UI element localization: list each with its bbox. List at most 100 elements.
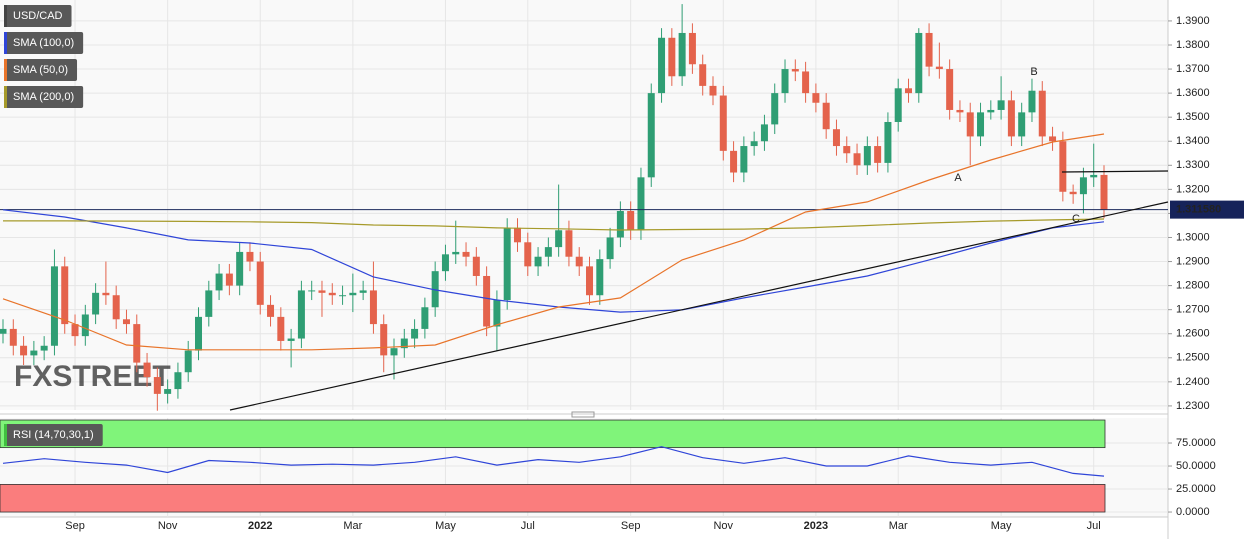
candle-body: [534, 256, 542, 267]
candle-body: [9, 328, 17, 346]
candle-body: [236, 251, 244, 286]
candle-body: [431, 271, 439, 308]
candle-body: [153, 377, 161, 394]
candle-body: [586, 266, 594, 296]
candle-body: [122, 319, 130, 325]
candle-body: [1018, 112, 1026, 137]
candle-body: [102, 292, 110, 296]
y-tick-label: 1.3600: [1176, 87, 1210, 99]
candle-body: [946, 69, 954, 110]
y-tick-label: 1.3300: [1176, 159, 1210, 171]
candle-body: [730, 150, 738, 173]
candle-body: [1007, 100, 1015, 137]
candle-body: [575, 256, 583, 267]
y-tick-label: 1.2900: [1176, 255, 1210, 267]
legend-swatch: [4, 32, 7, 54]
candle-body: [462, 251, 470, 257]
legend-item: USD/CAD: [4, 5, 72, 27]
candle-body: [658, 37, 666, 94]
legend-box: [4, 5, 72, 27]
legend-item: SMA (100,0): [4, 32, 84, 54]
legend-label: SMA (200,0): [13, 91, 74, 103]
candle-body: [565, 230, 573, 257]
candle-body: [699, 64, 707, 86]
candle-body: [184, 350, 192, 373]
x-tick-label: Mar: [889, 520, 908, 532]
candle-body: [688, 32, 696, 65]
candle-body: [1069, 191, 1077, 195]
y-tick-label: 0.0000: [1176, 506, 1210, 518]
y-tick-label: 1.2300: [1176, 400, 1210, 412]
candle-body: [977, 112, 985, 137]
legend-item: RSI (14,70,30,1): [4, 424, 103, 446]
candle-body: [318, 290, 326, 293]
y-tick-label: 1.3400: [1176, 135, 1210, 147]
candle-body: [174, 372, 182, 390]
candle-body: [647, 93, 655, 178]
candle-body: [544, 247, 552, 257]
candle-body: [596, 259, 604, 296]
legend-swatch: [4, 59, 7, 81]
candle-body: [513, 227, 521, 243]
candle-body: [987, 109, 995, 113]
legend-label: SMA (100,0): [13, 37, 74, 49]
candle-body: [472, 256, 480, 276]
candle-body: [328, 292, 336, 296]
candle-body: [441, 254, 449, 272]
trendline: [229, 201, 1169, 411]
candle-body: [256, 261, 264, 305]
candle-body: [524, 242, 532, 267]
price-panel: [0, 0, 1168, 410]
y-tick-label: 1.3500: [1176, 111, 1210, 123]
candle-body: [369, 290, 377, 325]
candle-body: [781, 69, 789, 94]
y-tick-label: 1.2600: [1176, 328, 1210, 340]
candle-body: [966, 112, 974, 137]
indicator-line: [3, 218, 1105, 231]
candle-body: [277, 316, 285, 341]
candle-body: [308, 290, 316, 292]
candle-body: [791, 69, 799, 72]
candle-body: [380, 324, 388, 356]
candle-body: [719, 95, 727, 151]
x-tick-label: Nov: [158, 520, 178, 532]
candle-body: [92, 292, 100, 315]
candle-body: [421, 307, 429, 329]
legend-item: SMA (200,0): [4, 86, 84, 108]
candle-body: [884, 121, 892, 163]
candle-body: [935, 66, 943, 70]
candle-body: [71, 324, 79, 337]
candle-body: [802, 71, 810, 94]
x-tick-label: Nov: [713, 520, 733, 532]
resize-handle[interactable]: [571, 411, 595, 418]
y-tick-label: 75.0000: [1176, 437, 1216, 449]
candle-body: [925, 32, 933, 67]
candle-body: [452, 251, 460, 255]
candle-body: [637, 177, 645, 231]
candle-body: [555, 230, 563, 248]
annotation: A: [954, 172, 962, 184]
candle-body: [1038, 90, 1046, 137]
candle-body: [1049, 136, 1057, 142]
candle-body: [503, 227, 511, 301]
y-tick-label: 1.3700: [1176, 63, 1210, 75]
candle-body: [195, 316, 203, 351]
candle-body: [760, 124, 768, 142]
candle-body: [997, 100, 1005, 110]
annotation: C: [1072, 213, 1080, 225]
y-tick-label: 1.2500: [1176, 352, 1210, 364]
legend-swatch: [4, 5, 7, 27]
legend-swatch: [4, 424, 7, 446]
x-tick-label: Sep: [621, 520, 641, 532]
candle-body: [956, 109, 964, 113]
price-label: 1.311580: [1176, 204, 1221, 216]
candle-body: [616, 211, 624, 238]
rsi-band: [0, 419, 1106, 449]
x-tick-label: 2022: [248, 520, 272, 532]
candle-body: [832, 129, 840, 147]
candle-body: [709, 85, 717, 96]
candle-body: [843, 146, 851, 154]
candle-body: [0, 328, 7, 334]
candle-body: [493, 300, 501, 327]
